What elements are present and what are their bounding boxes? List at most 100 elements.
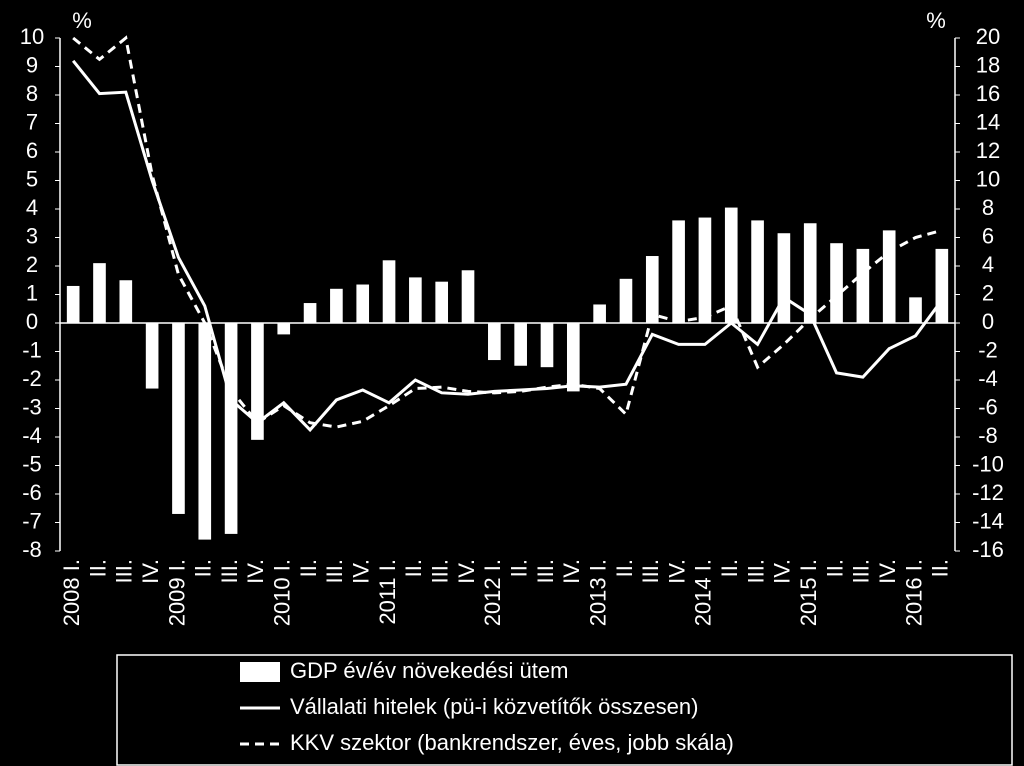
x-tick-label: II. — [401, 559, 426, 577]
x-tick-label: III. — [428, 559, 453, 583]
x-tick-label: IV. — [454, 559, 479, 584]
y-tick-label: -4 — [22, 423, 42, 448]
legend-label: Vállalati hitelek (pü-i közvetítők össze… — [290, 694, 698, 719]
x-tick-label: IV. — [559, 559, 584, 584]
y2-tick-label: 18 — [976, 52, 1000, 77]
y-tick-label: -6 — [22, 480, 42, 505]
y2-tick-label: -12 — [972, 480, 1004, 505]
bar — [172, 323, 185, 514]
y2-tick-label: -6 — [978, 394, 998, 419]
x-tick-label: 2013 I. — [585, 559, 610, 626]
x-tick-label: III. — [112, 559, 137, 583]
bar — [672, 220, 685, 323]
y-tick-label: 10 — [20, 24, 44, 49]
bar — [856, 248, 870, 323]
bar — [645, 256, 659, 323]
y2-axis-label: % — [926, 8, 946, 33]
bar — [277, 323, 291, 335]
y2-tick-label: 16 — [976, 81, 1000, 106]
y-axis-label: % — [72, 8, 92, 33]
x-tick-label: II. — [612, 559, 637, 577]
bar — [751, 220, 764, 323]
x-tick-label: III. — [849, 559, 874, 583]
x-tick-label: IV. — [770, 559, 795, 584]
y-tick-label: -5 — [22, 451, 42, 476]
y-tick-label: 7 — [26, 109, 38, 134]
bar — [619, 278, 633, 323]
legend-label: KKV szektor (bankrendszer, éves, jobb sk… — [290, 730, 734, 755]
y-tick-label: 1 — [26, 280, 38, 305]
bar — [909, 297, 922, 323]
bar — [119, 280, 133, 323]
bar — [935, 248, 949, 323]
x-tick-label: III. — [322, 559, 347, 583]
x-tick-label: IV. — [349, 559, 374, 584]
x-tick-label: IV. — [664, 559, 689, 584]
y2-tick-label: 12 — [976, 138, 1000, 163]
y2-tick-label: 10 — [976, 166, 1000, 191]
x-tick-label: III. — [533, 559, 558, 583]
y-tick-label: -1 — [22, 337, 42, 362]
x-tick-label: 2010 I. — [270, 559, 295, 626]
bar — [93, 263, 106, 323]
bar — [593, 304, 606, 323]
y2-tick-label: -8 — [978, 423, 998, 448]
x-tick-label: 2012 I. — [480, 559, 505, 626]
x-tick-label: II. — [85, 559, 110, 577]
bar — [514, 323, 527, 366]
x-tick-label: III. — [743, 559, 768, 583]
legend-label: GDP év/év növekedési ütem — [290, 658, 568, 683]
bar — [382, 260, 396, 323]
y-tick-label: 2 — [26, 252, 38, 277]
x-tick-label: 2016 I. — [901, 559, 926, 626]
bar — [540, 323, 554, 368]
x-tick-label: II. — [506, 559, 531, 577]
bar — [251, 323, 264, 440]
x-tick-label: II. — [191, 559, 216, 577]
line — [72, 35, 943, 429]
y2-tick-label: 6 — [982, 223, 994, 248]
x-tick-label: 2011 I. — [375, 559, 400, 625]
y2-tick-label: 8 — [982, 195, 994, 220]
x-tick-label: III. — [638, 559, 663, 583]
bar — [803, 223, 817, 323]
y2-tick-label: -16 — [972, 537, 1004, 562]
y2-tick-label: 2 — [982, 280, 994, 305]
y2-tick-label: -2 — [978, 337, 998, 362]
bar — [777, 233, 791, 323]
x-tick-label: II. — [717, 559, 742, 577]
bar — [488, 323, 501, 361]
y2-tick-label: 0 — [982, 309, 994, 334]
bar — [409, 277, 422, 323]
bar — [882, 230, 896, 323]
x-tick-label: IV. — [875, 559, 900, 584]
x-tick-label: III. — [217, 559, 242, 583]
bar — [461, 270, 475, 323]
legend-box — [116, 654, 1013, 766]
bar — [724, 207, 738, 323]
bar — [303, 303, 317, 323]
y-tick-label: -7 — [22, 508, 42, 533]
bar — [224, 323, 238, 534]
x-tick-label: 2009 I. — [164, 559, 189, 626]
x-tick-label: II. — [928, 559, 953, 577]
legend-swatch — [240, 662, 280, 682]
y2-tick-label: -4 — [978, 366, 998, 391]
x-tick-label: 2014 I. — [691, 559, 716, 626]
x-tick-label: 2008 I. — [59, 559, 84, 626]
y2-tick-label: 14 — [976, 109, 1000, 134]
y-tick-label: -8 — [22, 537, 42, 562]
bar — [66, 285, 80, 323]
x-tick-label: 2015 I. — [796, 559, 821, 626]
y-tick-label: 6 — [26, 138, 38, 163]
y-tick-label: 8 — [26, 81, 38, 106]
x-tick-label: IV. — [138, 559, 163, 584]
y-tick-label: -3 — [22, 394, 42, 419]
bar — [698, 217, 712, 323]
x-tick-label: II. — [296, 559, 321, 577]
y-tick-label: 0 — [26, 309, 38, 334]
y2-tick-label: -14 — [972, 508, 1004, 533]
